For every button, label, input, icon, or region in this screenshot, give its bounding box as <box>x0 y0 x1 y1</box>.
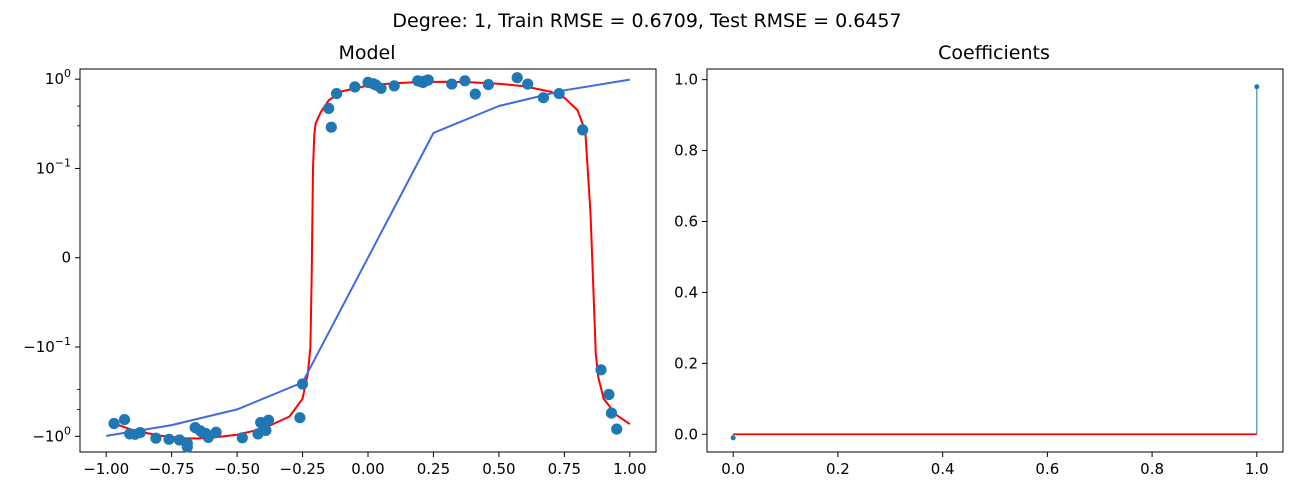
scatter-point <box>323 102 335 114</box>
model-xtick-label: 1.00 <box>613 460 646 478</box>
model-xtick-label: 0.00 <box>351 460 384 478</box>
coefficients-xtick-label: 0.4 <box>931 460 955 478</box>
model-lines <box>106 78 631 440</box>
model-xtick-label: 0.50 <box>482 460 515 478</box>
scatter-point <box>511 72 523 84</box>
scatter-point <box>325 121 337 133</box>
scatter-point <box>522 78 534 90</box>
model-xtick-label: −0.50 <box>214 460 260 478</box>
stem-marker <box>730 435 736 441</box>
model-xtick-label: −0.25 <box>280 460 326 478</box>
coefficients-ytick-label: 0.8 <box>674 142 698 160</box>
scatter-point <box>537 92 550 104</box>
model-ytick-label: 0 <box>61 249 71 267</box>
coefficients-xtick-label: 0.6 <box>1035 460 1059 478</box>
coefficients-ytick-label: 0.6 <box>674 212 698 230</box>
scatter-point <box>577 124 589 136</box>
scatter-point <box>108 417 120 430</box>
coefficients-ticks: 0.0 0.2 0.4 0.6 0.8 1.0 0.0 0.2 0.4 0.6 0.8 1.0 <box>674 71 1269 478</box>
model-ytick-label: 10−1 <box>36 156 71 177</box>
scatter-point <box>210 426 222 438</box>
scatter-point <box>469 88 481 100</box>
scatter-point <box>163 433 175 445</box>
figure-title: Degree: 1, Train RMSE = 0.6709, Test RMS… <box>392 10 902 32</box>
scatter-point <box>603 388 615 401</box>
scatter-point <box>150 432 162 444</box>
model-scatter-points <box>108 72 623 453</box>
scatter-point <box>294 412 306 424</box>
model-ticks: −1.00 −0.75 −0.50 −0.25 0.00 0.25 0.50 0.75 1.00… <box>23 67 646 478</box>
scatter-point <box>375 82 387 94</box>
stem-marker <box>1254 84 1260 90</box>
model-axes: Model −1.00 −0.75 −0.50 −0.25 0.00 0.25 0.50 0.… <box>23 42 657 478</box>
true-function-line <box>111 80 631 440</box>
scatter-point <box>260 424 272 436</box>
scatter-point <box>388 80 400 92</box>
scatter-point <box>605 407 618 419</box>
scatter-point <box>134 427 146 439</box>
coefficients-title: Coefficients <box>938 42 1050 64</box>
model-title: Model <box>338 42 395 64</box>
scatter-point <box>459 75 471 87</box>
model-xtick-label: 0.25 <box>417 460 450 478</box>
coefficients-ytick-label: 1.0 <box>674 71 698 89</box>
coefficients-xtick-label: 0.8 <box>1140 460 1164 478</box>
scatter-point <box>446 78 458 90</box>
coefficients-axes: Coefficients 0.0 0.2 0.4 0.6 0.8 1.0 0.0 0.2 0.4… <box>674 42 1284 478</box>
model-xtick-label: −0.75 <box>149 460 195 478</box>
scatter-point <box>118 414 131 426</box>
coefficients-ytick-label: 0.4 <box>674 283 698 301</box>
scatter-point <box>331 88 343 100</box>
model-ytick-label: 100 <box>45 67 71 88</box>
model-xtick-label: 0.75 <box>548 460 581 478</box>
coefficients-plot-frame <box>706 68 1284 453</box>
model-fit-line <box>106 78 630 437</box>
scatter-point <box>611 423 623 435</box>
scatter-point <box>296 378 309 390</box>
coefficients-ytick-label: 0.0 <box>674 425 698 443</box>
coefficients-stems <box>730 84 1260 441</box>
scatter-point <box>595 364 607 376</box>
scatter-point <box>262 414 275 426</box>
model-plot-frame <box>79 68 657 453</box>
model-ytick-label: −100 <box>32 424 71 445</box>
scatter-point <box>482 79 494 91</box>
coefficients-xtick-label: 1.0 <box>1245 460 1269 478</box>
model-ytick-label: −10−1 <box>23 335 71 356</box>
model-xtick-label: −1.00 <box>83 460 129 478</box>
coefficients-xtick-label: 0.0 <box>721 460 745 478</box>
scatter-point <box>236 432 248 444</box>
coefficients-xtick-label: 0.2 <box>826 460 850 478</box>
scatter-point <box>349 81 361 93</box>
scatter-point <box>553 88 565 100</box>
scatter-point <box>422 74 434 86</box>
scatter-point <box>181 441 193 453</box>
coefficients-ytick-label: 0.2 <box>674 354 698 372</box>
